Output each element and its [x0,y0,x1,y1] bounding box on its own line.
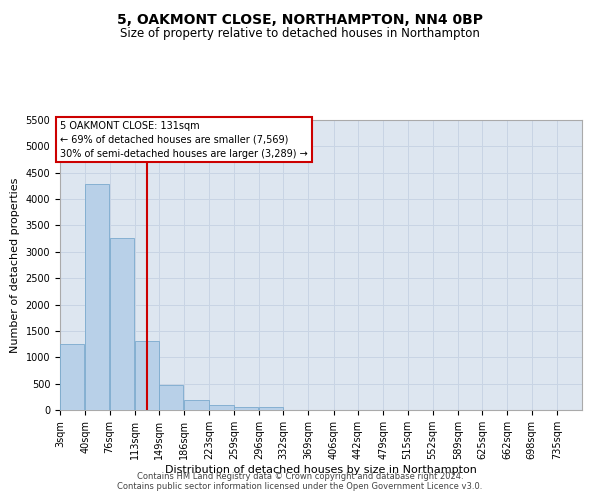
Bar [110,238,134,410]
Text: Contains public sector information licensed under the Open Government Licence v3: Contains public sector information licen… [118,482,482,491]
Bar [184,400,209,410]
Text: Size of property relative to detached houses in Northampton: Size of property relative to detached ho… [120,28,480,40]
Text: 5 OAKMONT CLOSE: 131sqm
← 69% of detached houses are smaller (7,569)
30% of semi: 5 OAKMONT CLOSE: 131sqm ← 69% of detache… [61,120,308,158]
Bar [85,184,109,410]
X-axis label: Distribution of detached houses by size in Northampton: Distribution of detached houses by size … [165,465,477,475]
Bar [209,404,233,410]
Text: Contains HM Land Registry data © Crown copyright and database right 2024.: Contains HM Land Registry data © Crown c… [137,472,463,481]
Bar [259,408,283,410]
Bar [159,385,184,410]
Text: 5, OAKMONT CLOSE, NORTHAMPTON, NN4 0BP: 5, OAKMONT CLOSE, NORTHAMPTON, NN4 0BP [117,12,483,26]
Bar [234,407,258,410]
Y-axis label: Number of detached properties: Number of detached properties [10,178,20,352]
Bar [134,342,159,410]
Bar [60,344,85,410]
